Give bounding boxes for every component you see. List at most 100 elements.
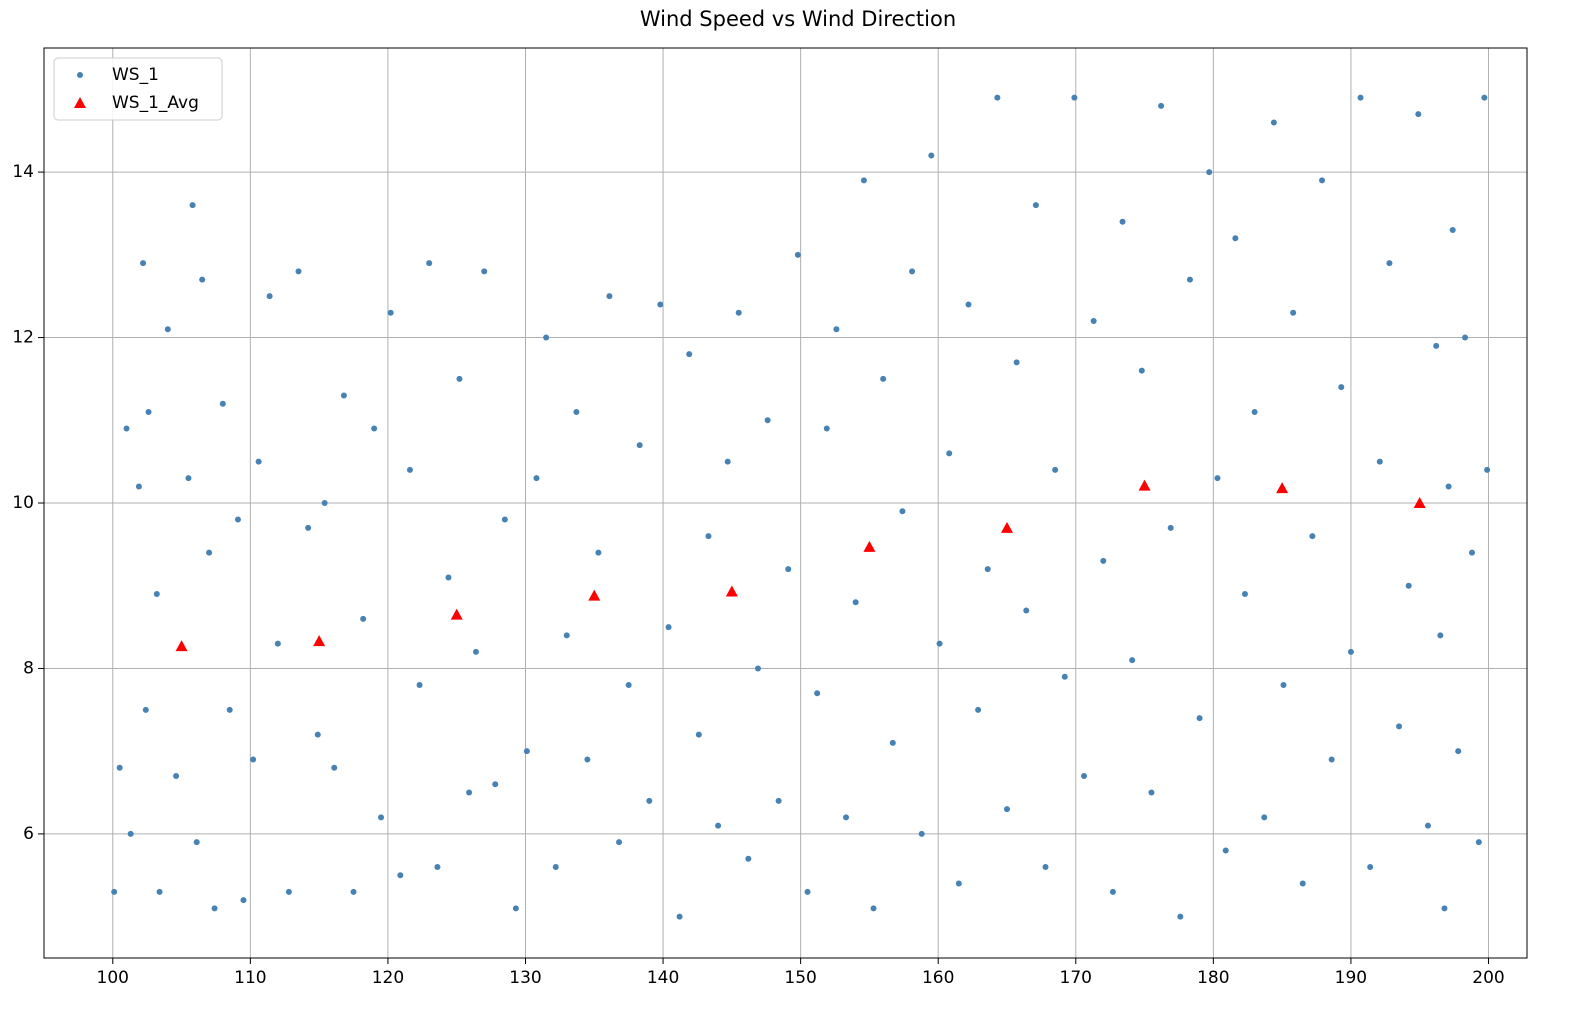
x-tick-label: 130 — [509, 968, 541, 988]
point — [240, 897, 247, 904]
point — [860, 177, 867, 184]
point — [573, 409, 580, 415]
point — [676, 913, 683, 920]
point — [116, 764, 123, 771]
point — [219, 400, 226, 407]
point — [1475, 839, 1482, 846]
point — [456, 375, 463, 382]
point — [1328, 756, 1335, 763]
point — [1100, 557, 1107, 564]
point — [371, 425, 378, 432]
point — [1138, 367, 1145, 374]
point — [636, 442, 643, 449]
point — [340, 392, 347, 399]
point — [1299, 880, 1306, 887]
point — [705, 533, 712, 540]
point — [1071, 94, 1078, 101]
point — [833, 326, 840, 333]
point — [156, 888, 163, 895]
point — [928, 152, 935, 159]
point — [775, 797, 782, 804]
point — [1386, 260, 1393, 267]
point — [1437, 632, 1444, 639]
point — [1052, 466, 1059, 473]
legend-box — [53, 57, 223, 121]
point — [1455, 748, 1462, 755]
point — [975, 706, 982, 713]
point — [185, 475, 192, 482]
point — [616, 839, 623, 846]
point — [686, 351, 693, 358]
point — [1270, 119, 1277, 126]
point — [1109, 888, 1116, 895]
point — [1232, 235, 1239, 242]
point — [1042, 864, 1049, 870]
point — [1309, 533, 1316, 540]
point — [331, 764, 338, 771]
avg-point — [175, 640, 188, 652]
point — [199, 276, 206, 283]
point — [266, 293, 273, 300]
y-tick-label: 12 — [12, 328, 34, 348]
avg-point — [863, 540, 876, 552]
point — [142, 706, 149, 713]
avg-point — [1000, 521, 1013, 533]
point — [321, 500, 328, 506]
point — [1280, 682, 1287, 688]
legend-label: WS_1 — [112, 65, 159, 85]
point — [501, 516, 508, 523]
point — [533, 475, 540, 482]
point — [314, 731, 321, 738]
legend-marker — [77, 72, 83, 78]
plot-frame — [43, 47, 1528, 959]
chart-title: Wind Speed vs Wind Direction — [640, 7, 956, 31]
point — [804, 888, 811, 895]
point — [234, 516, 241, 523]
point — [1129, 657, 1136, 664]
point — [1261, 814, 1268, 821]
y-tick-label: 14 — [12, 162, 34, 182]
point — [909, 268, 916, 275]
point — [1405, 582, 1412, 589]
point — [1319, 177, 1326, 184]
point — [606, 293, 613, 300]
point — [512, 905, 519, 912]
point — [918, 830, 925, 837]
point — [135, 483, 142, 490]
point — [1251, 409, 1258, 415]
point — [823, 425, 830, 432]
point — [274, 640, 281, 647]
avg-point — [588, 589, 601, 601]
point — [1468, 549, 1475, 556]
point — [285, 888, 292, 895]
point — [481, 268, 488, 275]
point — [1119, 218, 1126, 225]
x-tick-label: 150 — [784, 968, 816, 988]
point — [173, 773, 180, 779]
avg-point — [725, 585, 738, 597]
x-tick-label: 180 — [1197, 968, 1229, 988]
point — [1433, 342, 1440, 349]
point — [466, 789, 473, 796]
point — [350, 888, 357, 895]
point — [880, 375, 887, 382]
point — [1222, 847, 1229, 854]
point — [563, 632, 570, 639]
point — [1357, 94, 1364, 101]
point — [657, 301, 664, 308]
point — [1081, 773, 1088, 779]
point — [1424, 822, 1431, 829]
point — [1396, 723, 1403, 730]
avg-point — [313, 635, 326, 647]
point — [1415, 111, 1422, 118]
point — [360, 615, 367, 622]
point — [724, 458, 731, 465]
legend-label: WS_1_Avg — [112, 93, 199, 113]
point — [1148, 789, 1155, 796]
point — [852, 599, 859, 606]
point — [1061, 673, 1068, 680]
point — [206, 549, 213, 556]
point — [745, 855, 752, 862]
point — [843, 814, 850, 821]
x-tick-label: 140 — [647, 968, 679, 988]
